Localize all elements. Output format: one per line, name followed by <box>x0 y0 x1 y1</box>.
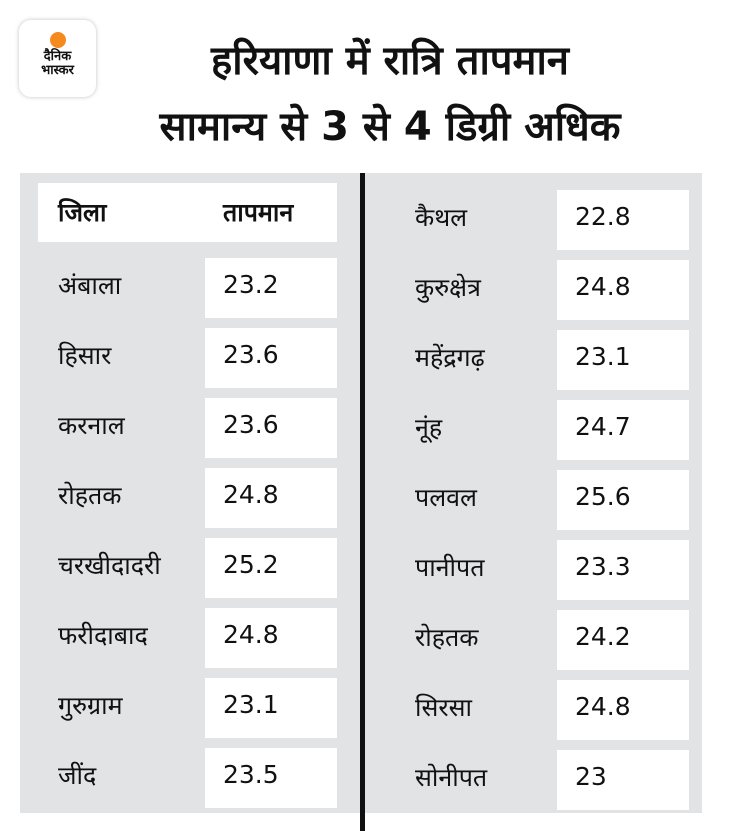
title-line2: सामान्य से 3 से 4 डिग्री अधिक <box>159 104 621 150</box>
temperature-value: 23 <box>557 750 689 810</box>
header-district: जिला <box>58 198 107 227</box>
district-name: नूंह <box>415 413 443 442</box>
district-name: चरखीदादरी <box>58 551 161 580</box>
table-header: जिला तापमान <box>38 183 337 242</box>
district-name: पानीपत <box>415 553 485 582</box>
temperature-value: 24.8 <box>205 608 337 668</box>
district-name: अंबाला <box>58 271 122 300</box>
header-temperature: तापमान <box>223 198 294 227</box>
district-name: जींद <box>58 761 97 790</box>
district-name: रोहतक <box>58 481 122 510</box>
temperature-value: 23.1 <box>557 330 689 390</box>
temperature-value: 22.8 <box>557 190 689 250</box>
district-name: हिसार <box>58 341 112 370</box>
temperature-value: 24.2 <box>557 610 689 670</box>
temperature-value: 24.8 <box>557 680 689 740</box>
district-name: महेंद्रगढ़ <box>415 343 485 372</box>
temperature-value: 25.6 <box>557 470 689 530</box>
temperature-value: 23.3 <box>557 540 689 600</box>
dainik-bhaskar-logo: दैनिक भास्कर <box>19 20 96 97</box>
district-name: सिरसा <box>415 693 472 722</box>
page-title: हरियाणा में रात्रि तापमान सामान्य से 3 स… <box>80 28 700 160</box>
column-divider <box>360 173 365 831</box>
sun-icon <box>49 32 66 48</box>
logo-line2: भास्कर <box>41 63 74 78</box>
district-name: करनाल <box>58 411 125 440</box>
district-name: कुरुक्षेत्र <box>415 273 481 302</box>
district-name: गुरुग्राम <box>58 691 123 720</box>
temperature-value: 23.1 <box>205 678 337 738</box>
district-name: पलवल <box>415 483 478 512</box>
district-name: रोहतक <box>415 623 479 652</box>
temperature-value: 23.6 <box>205 398 337 458</box>
district-name: सोनीपत <box>415 763 488 792</box>
temperature-value: 23.5 <box>205 748 337 808</box>
temperature-value: 23.2 <box>205 258 337 318</box>
logo-line1: दैनिक <box>43 49 72 64</box>
district-name: फरीदाबाद <box>58 621 148 650</box>
temperature-value: 24.8 <box>557 260 689 320</box>
district-name: कैथल <box>415 203 468 232</box>
temperature-value: 24.7 <box>557 400 689 460</box>
temperature-value: 24.8 <box>205 468 337 528</box>
temperature-value: 25.2 <box>205 538 337 598</box>
title-line1: हरियाणा में रात्रि तापमान <box>210 38 570 84</box>
temperature-value: 23.6 <box>205 328 337 388</box>
